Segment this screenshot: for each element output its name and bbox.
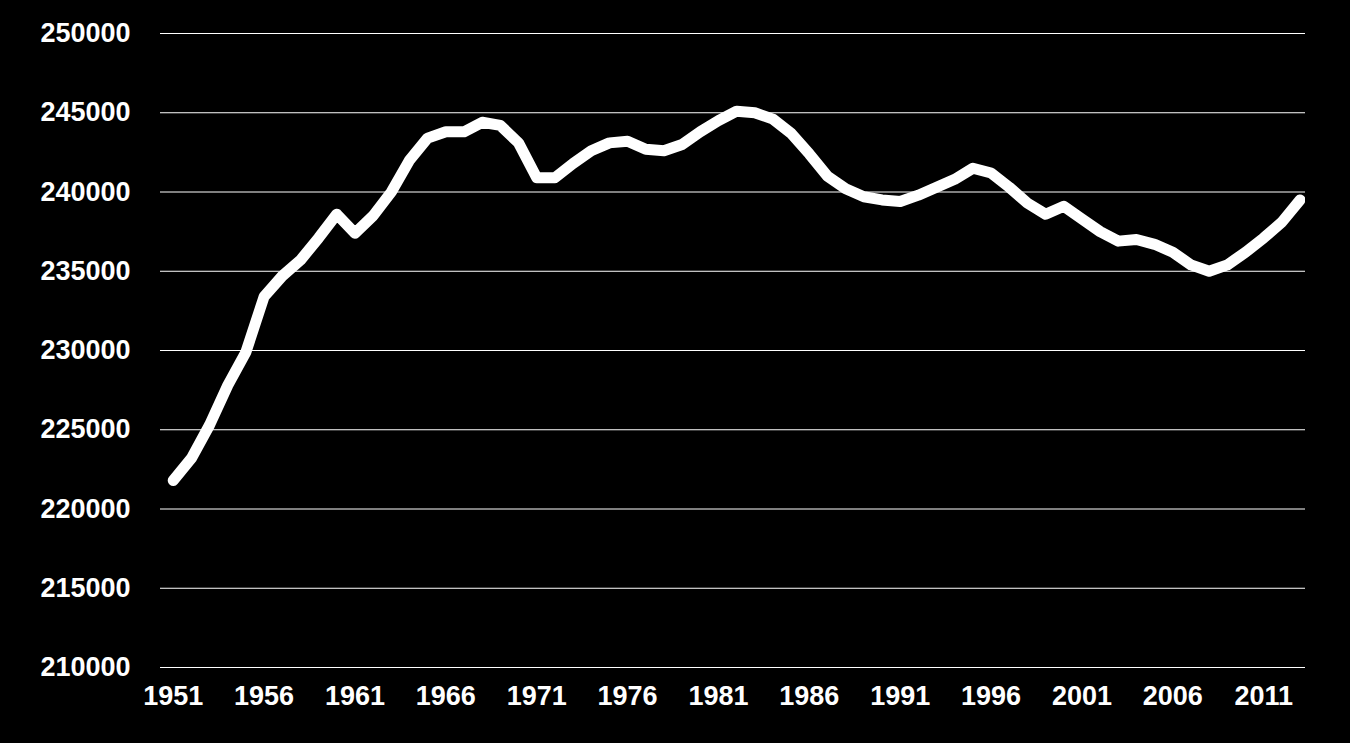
svg-text:1991: 1991 [870,681,930,711]
svg-text:1961: 1961 [325,681,385,711]
svg-text:245000: 245000 [40,97,130,127]
svg-text:1976: 1976 [598,681,658,711]
svg-text:2006: 2006 [1143,681,1203,711]
svg-text:1971: 1971 [507,681,567,711]
svg-text:220000: 220000 [40,494,130,524]
svg-text:225000: 225000 [40,414,130,444]
svg-text:1986: 1986 [779,681,839,711]
svg-text:240000: 240000 [40,177,130,207]
svg-text:1981: 1981 [688,681,748,711]
svg-text:235000: 235000 [40,256,130,286]
svg-text:230000: 230000 [40,335,130,365]
svg-text:2011: 2011 [1234,681,1293,711]
svg-text:210000: 210000 [40,652,130,682]
svg-text:1996: 1996 [961,681,1021,711]
svg-text:215000: 215000 [40,573,130,603]
svg-text:1956: 1956 [234,681,294,711]
svg-text:250000: 250000 [40,18,130,48]
svg-text:1966: 1966 [416,681,476,711]
svg-text:2001: 2001 [1052,681,1112,711]
svg-text:1951: 1951 [143,681,203,711]
